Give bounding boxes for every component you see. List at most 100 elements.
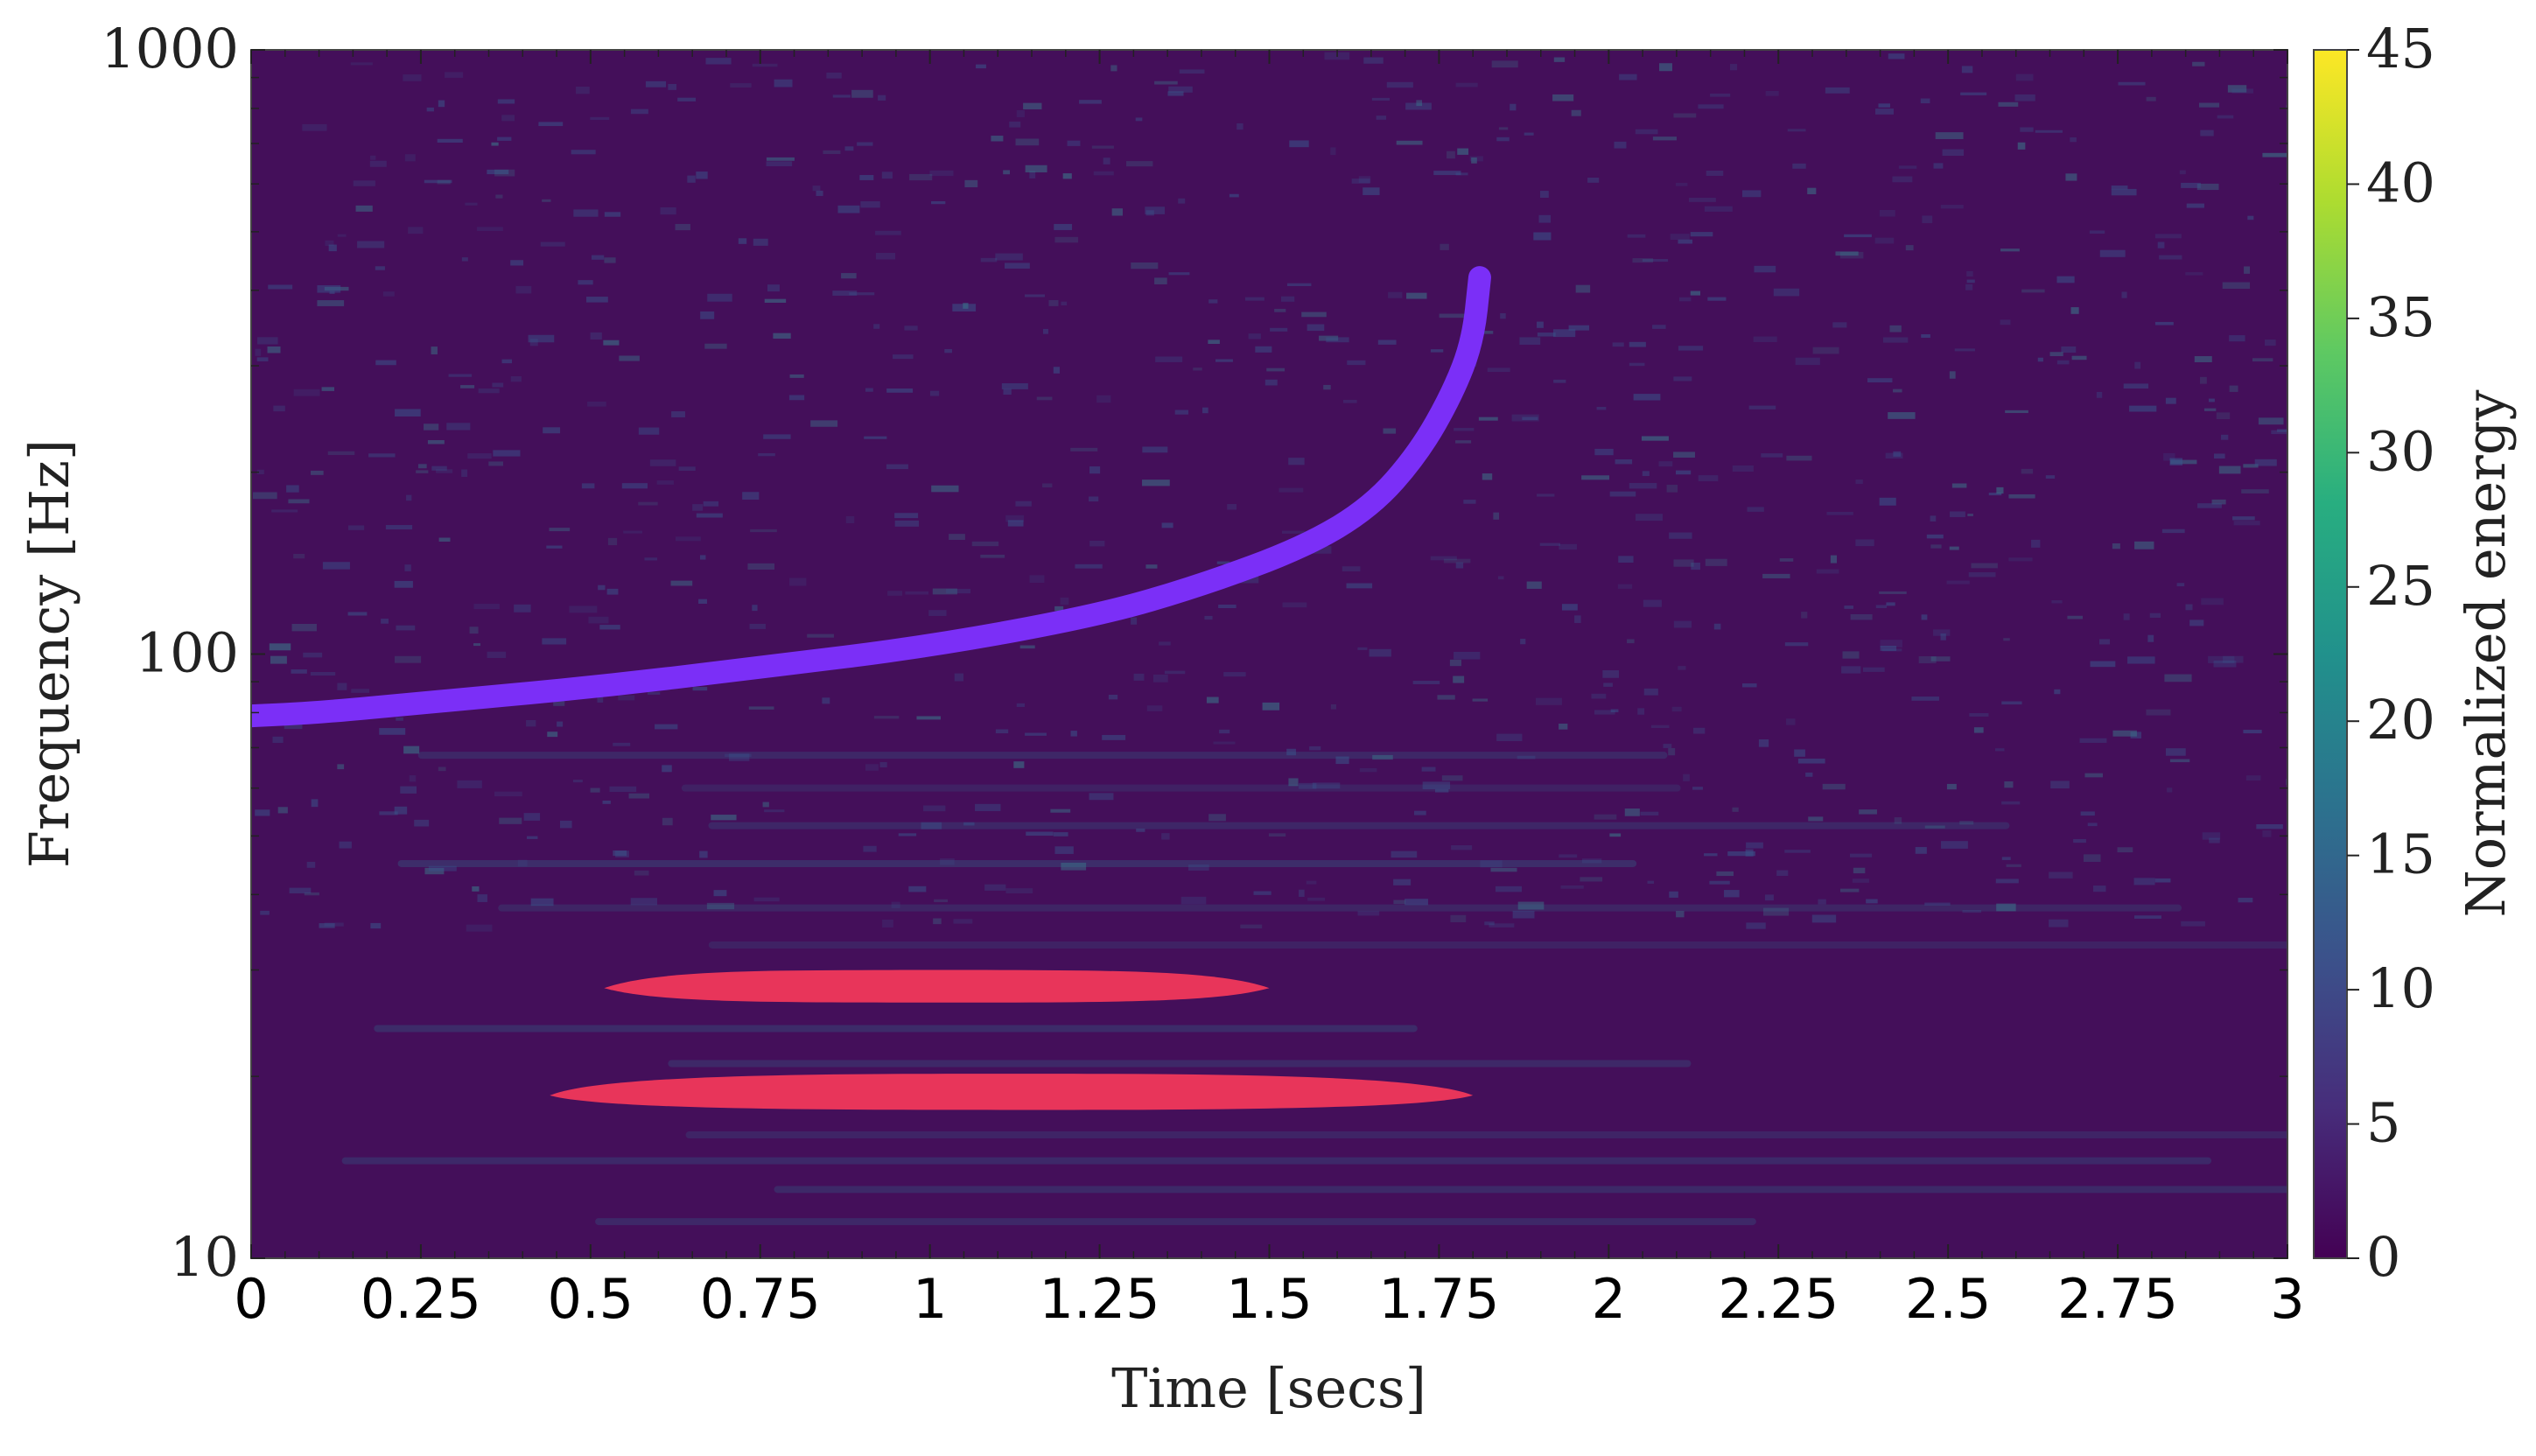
noise-speckle [547, 732, 558, 738]
noise-speckle [1491, 60, 1518, 68]
noise-speckle [1253, 891, 1272, 895]
noise-speckle [1517, 901, 1545, 910]
noise-speckle [1678, 346, 1704, 351]
noise-speckle [1553, 57, 1566, 62]
noise-speckle [437, 179, 451, 185]
noise-speckle [2271, 430, 2287, 435]
noise-speckle [696, 172, 708, 179]
noise-speckle [2185, 604, 2193, 611]
noise-speckle [1103, 158, 1110, 164]
noise-speckle [810, 420, 838, 427]
noise-speckle [1879, 591, 1907, 594]
noise-speckle [1434, 788, 1449, 793]
noise-speckle [1636, 514, 1663, 522]
noise-speckle [1145, 564, 1158, 569]
noise-speckle [1042, 483, 1053, 488]
noise-speckle [932, 588, 957, 595]
noise-speckle [730, 83, 752, 88]
noise-speckle [940, 858, 955, 865]
noise-speckle [1450, 914, 1467, 923]
noise-speckle [1060, 597, 1069, 606]
noise-speckle [268, 284, 293, 290]
noise-speckle [546, 545, 563, 549]
noise-speckle [1575, 284, 1591, 293]
plot-area [250, 49, 2288, 1259]
noise-speckle [929, 390, 940, 396]
noise-speckle [705, 58, 732, 65]
noise-speckle [623, 530, 643, 534]
noise-speckle [1951, 483, 1967, 488]
noise-speckle [270, 655, 287, 664]
noise-speckle [1707, 297, 1727, 301]
noise-speckle [1841, 666, 1861, 674]
colorbar-ticks: 0 5 10 15 20 25 30 35 40 45 [2347, 17, 2435, 1289]
noise-speckle [1441, 775, 1463, 781]
noise-speckle [1164, 670, 1186, 675]
noise-speckle [2112, 543, 2120, 550]
noise-speckle [995, 253, 1023, 261]
noise-speckle [2111, 186, 2128, 190]
noise-speckle [1867, 378, 1893, 383]
noise-speckle [1472, 698, 1489, 702]
noise-speckle [752, 63, 778, 67]
noise-speckle [628, 793, 650, 799]
noise-speckle [1996, 486, 2004, 494]
noise-speckle [1826, 511, 1853, 515]
noise-speckle [549, 528, 571, 532]
noise-speckle [789, 578, 807, 586]
noise-speckle [1406, 292, 1427, 299]
noise-speckle [492, 382, 504, 388]
noise-speckle [742, 492, 760, 500]
noise-speckle [1797, 758, 1825, 764]
noise-speckle [306, 861, 316, 868]
noise-speckle [1003, 388, 1012, 396]
noise-speckle [1966, 270, 1973, 276]
noise-speckle [1227, 504, 1237, 510]
noise-speckle [590, 332, 602, 340]
noise-speckle [2087, 822, 2098, 827]
noise-speckle [1635, 129, 1658, 135]
noise-speckle [2070, 307, 2079, 314]
noise-speckle [1698, 104, 1724, 109]
noise-speckle [1713, 623, 1721, 630]
noise-speckle [1208, 299, 1218, 304]
noise-speckle [2231, 88, 2253, 94]
noise-speckle [1716, 871, 1734, 877]
noise-speckle [1921, 614, 1928, 620]
noise-speckle [1859, 809, 1877, 815]
noise-speckle [317, 284, 341, 293]
noise-speckle [403, 746, 420, 754]
noise-speckle [337, 764, 345, 770]
noise-speckle [931, 201, 946, 205]
noise-speckle [1108, 694, 1118, 700]
noise-speckle [438, 537, 451, 542]
noise-speckle [857, 142, 873, 146]
noise-speckle [916, 716, 941, 720]
noise-speckle [1894, 817, 1902, 824]
noise-speckle [381, 619, 389, 624]
noise-speckle [2286, 104, 2287, 108]
noise-speckle [863, 845, 877, 852]
noise-speckle [2223, 655, 2244, 663]
noise-speckle [2192, 61, 2205, 66]
noise-speckle [1363, 57, 1384, 64]
noise-speckle [1159, 641, 1171, 646]
x-tick-label: 0 [234, 1267, 268, 1331]
noise-speckle [573, 209, 599, 217]
noise-speckle [1282, 602, 1307, 608]
noise-speckle [921, 822, 942, 830]
noise-speckle [1248, 333, 1261, 340]
noise-speckle [1142, 446, 1168, 453]
noise-speckle [1015, 138, 1040, 146]
noise-speckle [2154, 234, 2182, 239]
noise-speckle [2227, 85, 2247, 93]
noise-speckle [1301, 312, 1327, 318]
noise-speckle [2214, 453, 2225, 459]
noise-speckle [660, 206, 676, 215]
noise-speckle [2258, 417, 2284, 425]
noise-speckle [497, 99, 515, 104]
noise-speckle [515, 285, 532, 294]
noise-speckle [662, 765, 672, 773]
noise-speckle [2031, 539, 2041, 548]
noise-speckle [603, 340, 620, 346]
